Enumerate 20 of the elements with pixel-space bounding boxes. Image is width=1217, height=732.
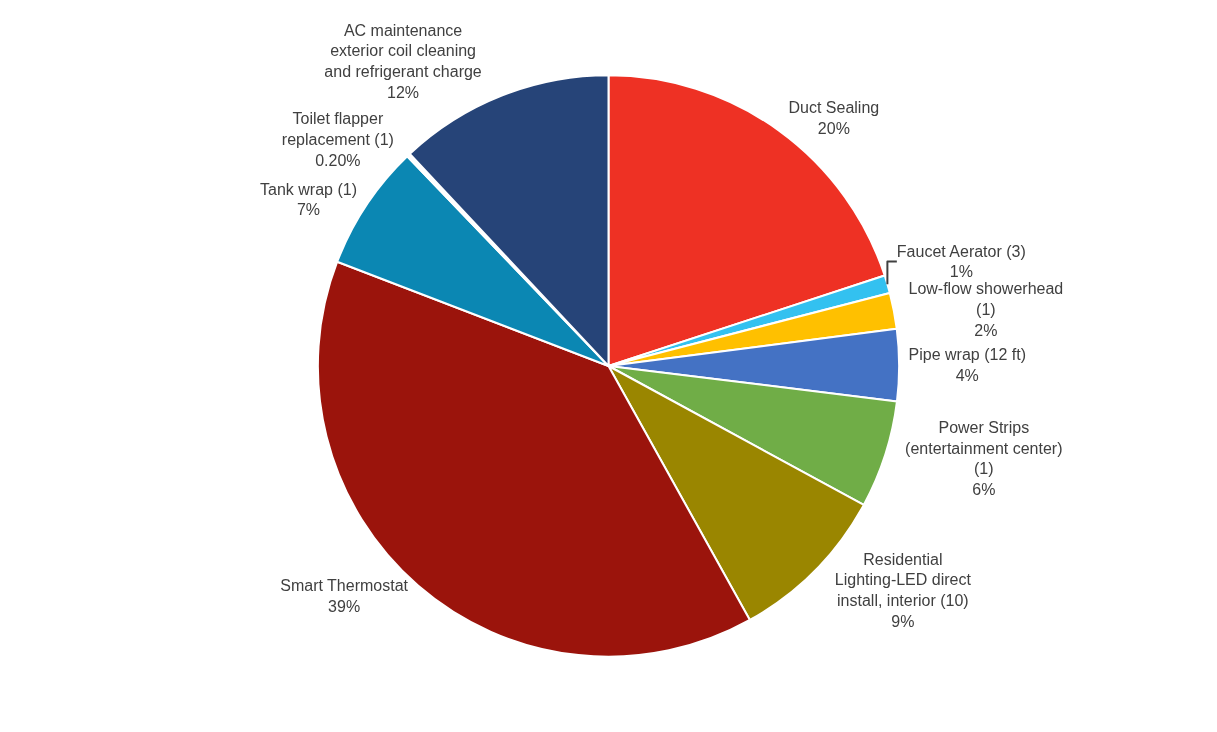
data-label: 20% [817, 120, 850, 138]
data-label: 39% [328, 598, 361, 616]
slice-label: Low-flow showerhead (1) [908, 280, 1064, 319]
data-label: 9% [891, 612, 915, 630]
slice-label: Duct Sealing [788, 99, 880, 117]
data-label: 1% [949, 263, 973, 281]
data-label: 4% [955, 366, 979, 384]
slice-label: Power Strips (entertainment center) (1) [905, 418, 1063, 478]
data-label: 0.20% [315, 151, 361, 169]
slice-label: AC maintenance exterior coil cleaning and refrigerant charge [324, 21, 482, 81]
data-label: 2% [974, 321, 998, 339]
data-label: 12% [387, 84, 420, 102]
slice-label: Faucet Aerator (3) [896, 242, 1026, 260]
data-label: 7% [296, 201, 321, 219]
slice-label: Residential Lighting-LED direct install, interior (10) [834, 550, 972, 610]
slice-label: Toilet flapper replacement (1) [281, 110, 394, 149]
slice-label: Pipe wrap (12 ft) [908, 346, 1026, 364]
slice-label: Smart Thermostat [280, 577, 409, 595]
slice-label: Tank wrap (1) [260, 180, 357, 198]
data-label: 6% [972, 481, 996, 499]
